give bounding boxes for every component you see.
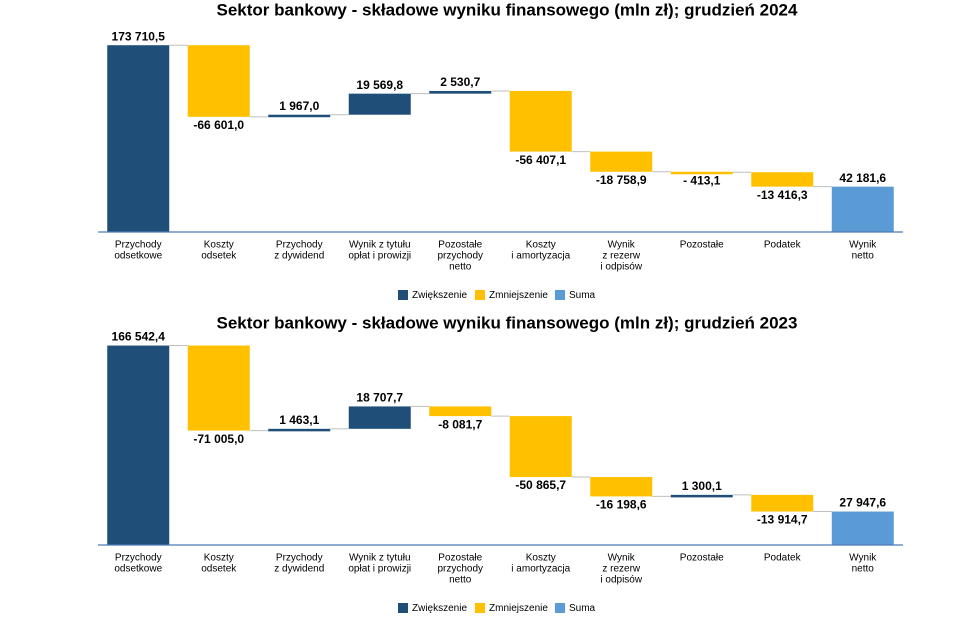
bar: [268, 114, 331, 118]
x-tick-label: Wynik: [608, 553, 636, 564]
value-label: 42 181,6: [839, 171, 886, 185]
legend-swatch: [555, 603, 565, 613]
legend-label: Suma: [569, 290, 596, 301]
value-label: -8 081,7: [438, 417, 482, 431]
x-tick-label: i odpisów: [600, 262, 642, 273]
x-tick-label: Pozostałe: [438, 553, 482, 564]
x-tick-label: netto: [449, 262, 472, 273]
value-label: 166 542,4: [112, 330, 166, 344]
x-tick-label: Pozostałe: [438, 240, 482, 251]
x-tick-label: Wynik: [608, 240, 636, 251]
x-tick-label: odsetek: [201, 251, 237, 262]
bar: [590, 151, 653, 172]
legend-swatch: [475, 290, 485, 300]
legend-label: Suma: [569, 603, 596, 614]
chart: Sektor bankowy - składowe wyniku finanso…: [98, 0, 903, 301]
x-tick-label: Przychody: [276, 553, 323, 564]
x-tick-label: Wynik: [849, 240, 877, 251]
bar: [429, 90, 492, 94]
value-label: -66 601,0: [193, 118, 244, 132]
legend-label: Zmniejszenie: [489, 290, 548, 301]
x-tick-label: netto: [852, 564, 875, 575]
x-tick-label: i odpisów: [600, 575, 642, 586]
x-tick-label: i amortyzacja: [511, 564, 570, 575]
x-tick-label: Koszty: [526, 240, 556, 251]
x-tick-label: Koszty: [204, 553, 234, 564]
bar: [590, 477, 653, 497]
x-tick-label: Pozostałe: [680, 240, 724, 251]
x-tick-label: Podatek: [764, 240, 802, 251]
bar: [509, 416, 572, 478]
value-label: 1 463,1: [279, 413, 319, 427]
bar: [429, 406, 492, 417]
x-tick-label: z rezerw: [602, 564, 641, 575]
x-tick-label: opłat i prowizji: [348, 251, 411, 262]
bar: [348, 406, 411, 429]
bar: [751, 172, 814, 187]
bar: [831, 511, 894, 545]
x-tick-label: Koszty: [526, 553, 556, 564]
value-label: -50 865,7: [515, 478, 566, 492]
x-tick-label: Pozostałe: [680, 553, 724, 564]
legend-label: Zwiększenie: [412, 290, 467, 301]
x-tick-label: opłat i prowizji: [348, 564, 411, 575]
bar: [751, 494, 814, 512]
x-tick-label: z rezerw: [602, 251, 641, 262]
value-label: 19 569,8: [356, 78, 403, 92]
legend-swatch: [398, 603, 408, 613]
x-tick-label: odsetkowe: [114, 251, 162, 262]
x-tick-label: netto: [449, 575, 472, 586]
bar: [107, 345, 170, 545]
x-tick-label: Przychody: [115, 240, 162, 251]
x-tick-label: przychody: [437, 564, 483, 575]
value-label: -16 198,6: [596, 498, 647, 512]
bar: [268, 428, 331, 432]
x-tick-label: i amortyzacja: [511, 251, 570, 262]
bar: [509, 90, 572, 152]
bar: [348, 93, 411, 115]
x-tick-label: Podatek: [764, 553, 802, 564]
chart-title: Sektor bankowy - składowe wyniku finanso…: [217, 0, 798, 19]
x-tick-label: przychody: [437, 251, 483, 262]
value-label: -71 005,0: [193, 432, 244, 446]
x-tick-label: odsetkowe: [114, 564, 162, 575]
x-tick-label: z dywidend: [274, 251, 324, 262]
bar: [187, 345, 250, 431]
value-label: -56 407,1: [515, 153, 566, 167]
value-label: - 413,1: [683, 173, 721, 187]
chart-title: Sektor bankowy - składowe wyniku finanso…: [217, 313, 798, 332]
value-label: -13 416,3: [757, 188, 808, 202]
legend-label: Zwiększenie: [412, 603, 467, 614]
value-label: 2 530,7: [440, 75, 480, 89]
x-tick-label: Przychody: [115, 553, 162, 564]
value-label: 27 947,6: [839, 496, 886, 510]
bar: [831, 186, 894, 232]
legend-swatch: [555, 290, 565, 300]
legend-swatch: [398, 290, 408, 300]
x-tick-label: netto: [852, 251, 875, 262]
value-label: 18 707,7: [356, 391, 403, 405]
value-label: 1 967,0: [279, 99, 319, 113]
x-tick-label: Wynik: [849, 553, 877, 564]
x-tick-label: Przychody: [276, 240, 323, 251]
value-label: 173 710,5: [112, 29, 166, 43]
bar: [670, 494, 733, 498]
value-label: 1 300,1: [682, 479, 722, 493]
bar: [187, 45, 250, 117]
legend-label: Zmniejszenie: [489, 603, 548, 614]
x-tick-label: z dywidend: [274, 564, 324, 575]
bar: [670, 171, 733, 175]
x-tick-label: Wynik z tytułu: [349, 240, 411, 251]
chart: Sektor bankowy - składowe wyniku finanso…: [98, 313, 903, 614]
value-label: -18 758,9: [596, 173, 647, 187]
bar: [107, 45, 170, 233]
legend-swatch: [475, 603, 485, 613]
x-tick-label: Koszty: [204, 240, 234, 251]
x-tick-label: odsetek: [201, 564, 237, 575]
value-label: -13 914,7: [757, 513, 808, 527]
x-tick-label: Wynik z tytułu: [349, 553, 411, 564]
